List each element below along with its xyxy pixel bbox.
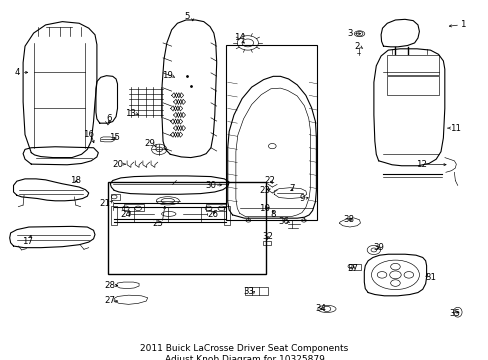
Text: 39: 39	[372, 243, 384, 252]
Text: 6: 6	[106, 114, 112, 123]
Text: 8: 8	[270, 210, 275, 219]
Text: 34: 34	[315, 304, 326, 313]
Text: 9: 9	[299, 194, 304, 203]
Text: 33: 33	[244, 287, 254, 296]
Text: 11: 11	[449, 123, 460, 132]
Text: 22: 22	[264, 176, 274, 185]
Text: 10: 10	[259, 204, 269, 213]
Text: 35: 35	[449, 309, 460, 318]
Bar	[111, 206, 117, 225]
Text: 36: 36	[278, 217, 289, 226]
Text: 30: 30	[205, 181, 216, 190]
Text: 25: 25	[152, 219, 163, 228]
Bar	[123, 204, 143, 211]
Bar	[226, 45, 317, 220]
Text: 18: 18	[70, 176, 81, 185]
Text: 7: 7	[289, 184, 295, 193]
Text: 14: 14	[234, 33, 244, 42]
Bar	[111, 194, 120, 200]
Bar	[386, 76, 438, 95]
Bar	[206, 204, 226, 211]
Bar	[245, 287, 268, 294]
Text: 32: 32	[262, 232, 272, 241]
Text: 17: 17	[22, 237, 33, 246]
Text: 31: 31	[424, 273, 435, 282]
Text: 28: 28	[103, 281, 115, 290]
Text: 27: 27	[103, 296, 115, 305]
Bar	[386, 55, 438, 75]
Text: 23: 23	[259, 186, 269, 195]
Text: 13: 13	[125, 109, 136, 118]
Text: 29: 29	[144, 139, 155, 148]
Text: 2011 Buick LaCrosse Driver Seat Components
Adjust Knob Diagram for 10325879: 2011 Buick LaCrosse Driver Seat Componen…	[140, 344, 348, 360]
Text: 4: 4	[14, 68, 20, 77]
Bar	[108, 182, 265, 274]
Text: 26: 26	[207, 210, 219, 219]
Text: 24: 24	[120, 210, 131, 219]
Text: 16: 16	[83, 130, 94, 139]
Bar	[348, 264, 360, 270]
Bar	[262, 242, 271, 246]
Text: 38: 38	[343, 215, 354, 224]
Text: 2: 2	[354, 42, 359, 51]
Text: 20: 20	[112, 159, 123, 168]
Text: 1: 1	[459, 21, 465, 30]
Text: 15: 15	[108, 134, 120, 143]
Bar	[224, 206, 230, 225]
Text: 12: 12	[415, 159, 427, 168]
Text: 5: 5	[184, 12, 189, 21]
Text: 21: 21	[99, 199, 110, 208]
Text: 3: 3	[346, 28, 352, 37]
Text: 19: 19	[162, 71, 173, 80]
Text: 37: 37	[346, 265, 358, 274]
